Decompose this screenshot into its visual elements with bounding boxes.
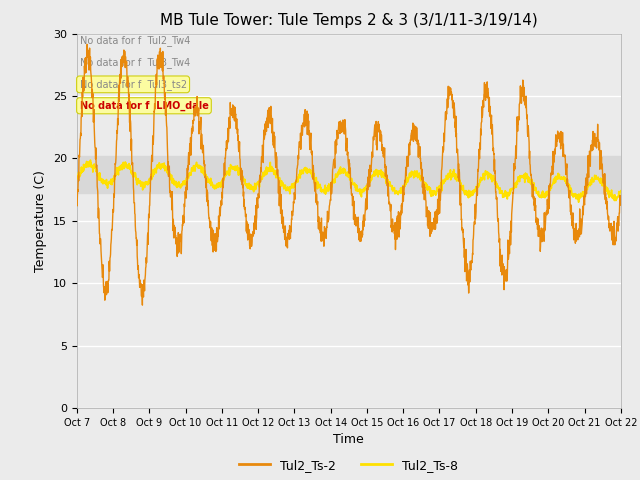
Tul2_Ts-2 bbox=[502, 271, 509, 277]
Line: Tul2_Ts-8: Tul2_Ts-8 bbox=[77, 160, 621, 202]
Y-axis label: Temperature (C): Temperature (C) bbox=[35, 170, 47, 272]
Tul2_Ts-8 bbox=[602, 184, 609, 190]
Tul2_Ts-2 bbox=[138, 302, 146, 308]
Tul2_Ts-2 bbox=[83, 42, 91, 48]
Text: No data for f  LMO_dale: No data for f LMO_dale bbox=[79, 101, 209, 111]
Tul2_Ts-8 bbox=[86, 157, 94, 163]
Tul2_Ts-8 bbox=[338, 168, 346, 174]
Text: No data for f  Tul2_Tw4: No data for f Tul2_Tw4 bbox=[79, 36, 190, 47]
Text: No data for f  Tul3_Tw4: No data for f Tul3_Tw4 bbox=[79, 57, 190, 68]
Tul2_Ts-8 bbox=[575, 199, 582, 205]
Tul2_Ts-2 bbox=[602, 197, 609, 203]
Legend: Tul2_Ts-2, Tul2_Ts-8: Tul2_Ts-2, Tul2_Ts-8 bbox=[234, 454, 463, 477]
Line: Tul2_Ts-2: Tul2_Ts-2 bbox=[77, 45, 621, 305]
Tul2_Ts-8 bbox=[617, 188, 625, 194]
Title: MB Tule Tower: Tule Temps 2 & 3 (3/1/11-3/19/14): MB Tule Tower: Tule Temps 2 & 3 (3/1/11-… bbox=[160, 13, 538, 28]
Tul2_Ts-2 bbox=[617, 200, 625, 205]
Tul2_Ts-8 bbox=[323, 185, 331, 191]
Tul2_Ts-2 bbox=[324, 208, 332, 214]
Tul2_Ts-2 bbox=[101, 297, 109, 303]
Tul2_Ts-8 bbox=[73, 175, 81, 181]
Tul2_Ts-8 bbox=[502, 192, 509, 198]
Text: No data for f  Tul3_ts2: No data for f Tul3_ts2 bbox=[79, 79, 187, 90]
Tul2_Ts-2 bbox=[338, 120, 346, 126]
X-axis label: Time: Time bbox=[333, 433, 364, 446]
Tul2_Ts-8 bbox=[602, 182, 609, 188]
Tul2_Ts-2 bbox=[602, 191, 609, 196]
Tul2_Ts-2 bbox=[73, 195, 81, 201]
Tul2_Ts-8 bbox=[101, 180, 109, 185]
Bar bbox=[77, 156, 621, 193]
